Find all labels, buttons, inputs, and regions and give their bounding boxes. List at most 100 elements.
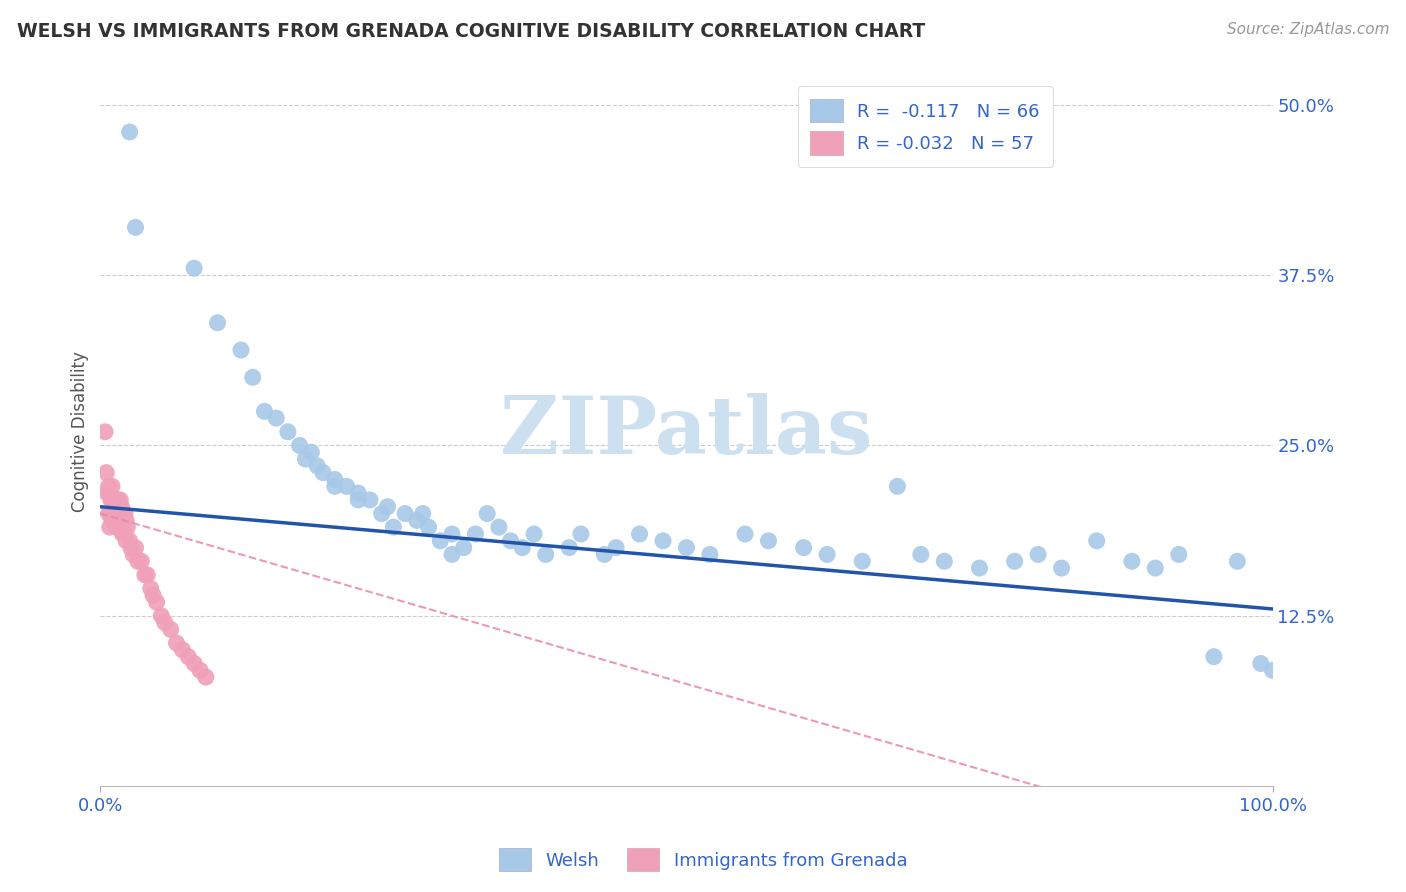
Point [112,527,135,541]
Point [815,548,838,562]
Point [1085,533,1108,548]
Point [104,492,127,507]
Point [793,541,815,555]
Point [288,438,311,452]
Point [299,445,322,459]
Point [347,486,370,500]
Point [142,588,165,602]
Point [1261,663,1284,677]
Point [312,466,335,480]
Point [910,548,932,562]
Point [1026,548,1049,562]
Point [347,492,370,507]
Point [418,520,440,534]
Point [558,541,581,555]
Point [1226,554,1249,568]
Point [103,492,125,507]
Point [98,520,121,534]
Point [412,507,434,521]
Point [120,541,142,555]
Point [440,548,463,562]
Point [103,492,125,507]
Point [194,670,217,684]
Legend: R =  -0.117   N = 66, R = -0.032   N = 57: R = -0.117 N = 66, R = -0.032 N = 57 [797,87,1053,167]
Point [105,520,128,534]
Point [628,527,651,541]
Point [97,507,120,521]
Point [101,492,124,507]
Point [359,492,381,507]
Legend: Welsh, Immigrants from Grenada: Welsh, Immigrants from Grenada [492,841,914,879]
Point [114,527,136,541]
Y-axis label: Cognitive Disability: Cognitive Disability [72,351,89,512]
Point [1050,561,1073,575]
Point [101,513,124,527]
Point [110,513,132,527]
Point [124,541,146,555]
Point [370,507,392,521]
Point [100,507,122,521]
Point [153,615,176,630]
Point [124,220,146,235]
Point [103,507,125,521]
Point [145,595,167,609]
Point [131,554,153,568]
Point [108,513,131,527]
Point [534,548,557,562]
Point [150,608,173,623]
Point [111,527,134,541]
Point [734,527,756,541]
Point [453,541,475,555]
Point [117,520,139,534]
Point [499,533,522,548]
Point [172,643,194,657]
Point [699,548,721,562]
Point [111,507,134,521]
Point [110,513,132,527]
Point [104,513,127,527]
Point [307,458,329,473]
Point [107,507,129,521]
Point [101,479,124,493]
Point [675,541,697,555]
Point [110,500,132,514]
Point [103,513,125,527]
Point [112,507,135,521]
Point [294,452,316,467]
Point [118,125,141,139]
Point [394,507,416,521]
Point [382,520,405,534]
Point [1144,561,1167,575]
Point [188,663,211,677]
Point [105,500,128,514]
Point [593,548,616,562]
Point [488,520,510,534]
Point [1167,548,1189,562]
Text: ZIPatlas: ZIPatlas [501,392,873,471]
Point [183,657,205,671]
Point [440,527,463,541]
Point [1004,554,1026,568]
Point [98,486,121,500]
Point [1202,649,1225,664]
Point [605,541,627,555]
Point [429,533,451,548]
Point [475,507,498,521]
Point [139,582,162,596]
Point [110,492,132,507]
Point [323,479,346,493]
Point [134,568,156,582]
Point [277,425,299,439]
Point [127,554,149,568]
Point [100,492,122,507]
Point [96,486,118,500]
Point [136,568,159,582]
Point [1121,554,1143,568]
Point [108,500,131,514]
Point [335,479,357,493]
Point [97,479,120,493]
Point [323,473,346,487]
Point [264,411,287,425]
Point [969,561,991,575]
Point [115,533,138,548]
